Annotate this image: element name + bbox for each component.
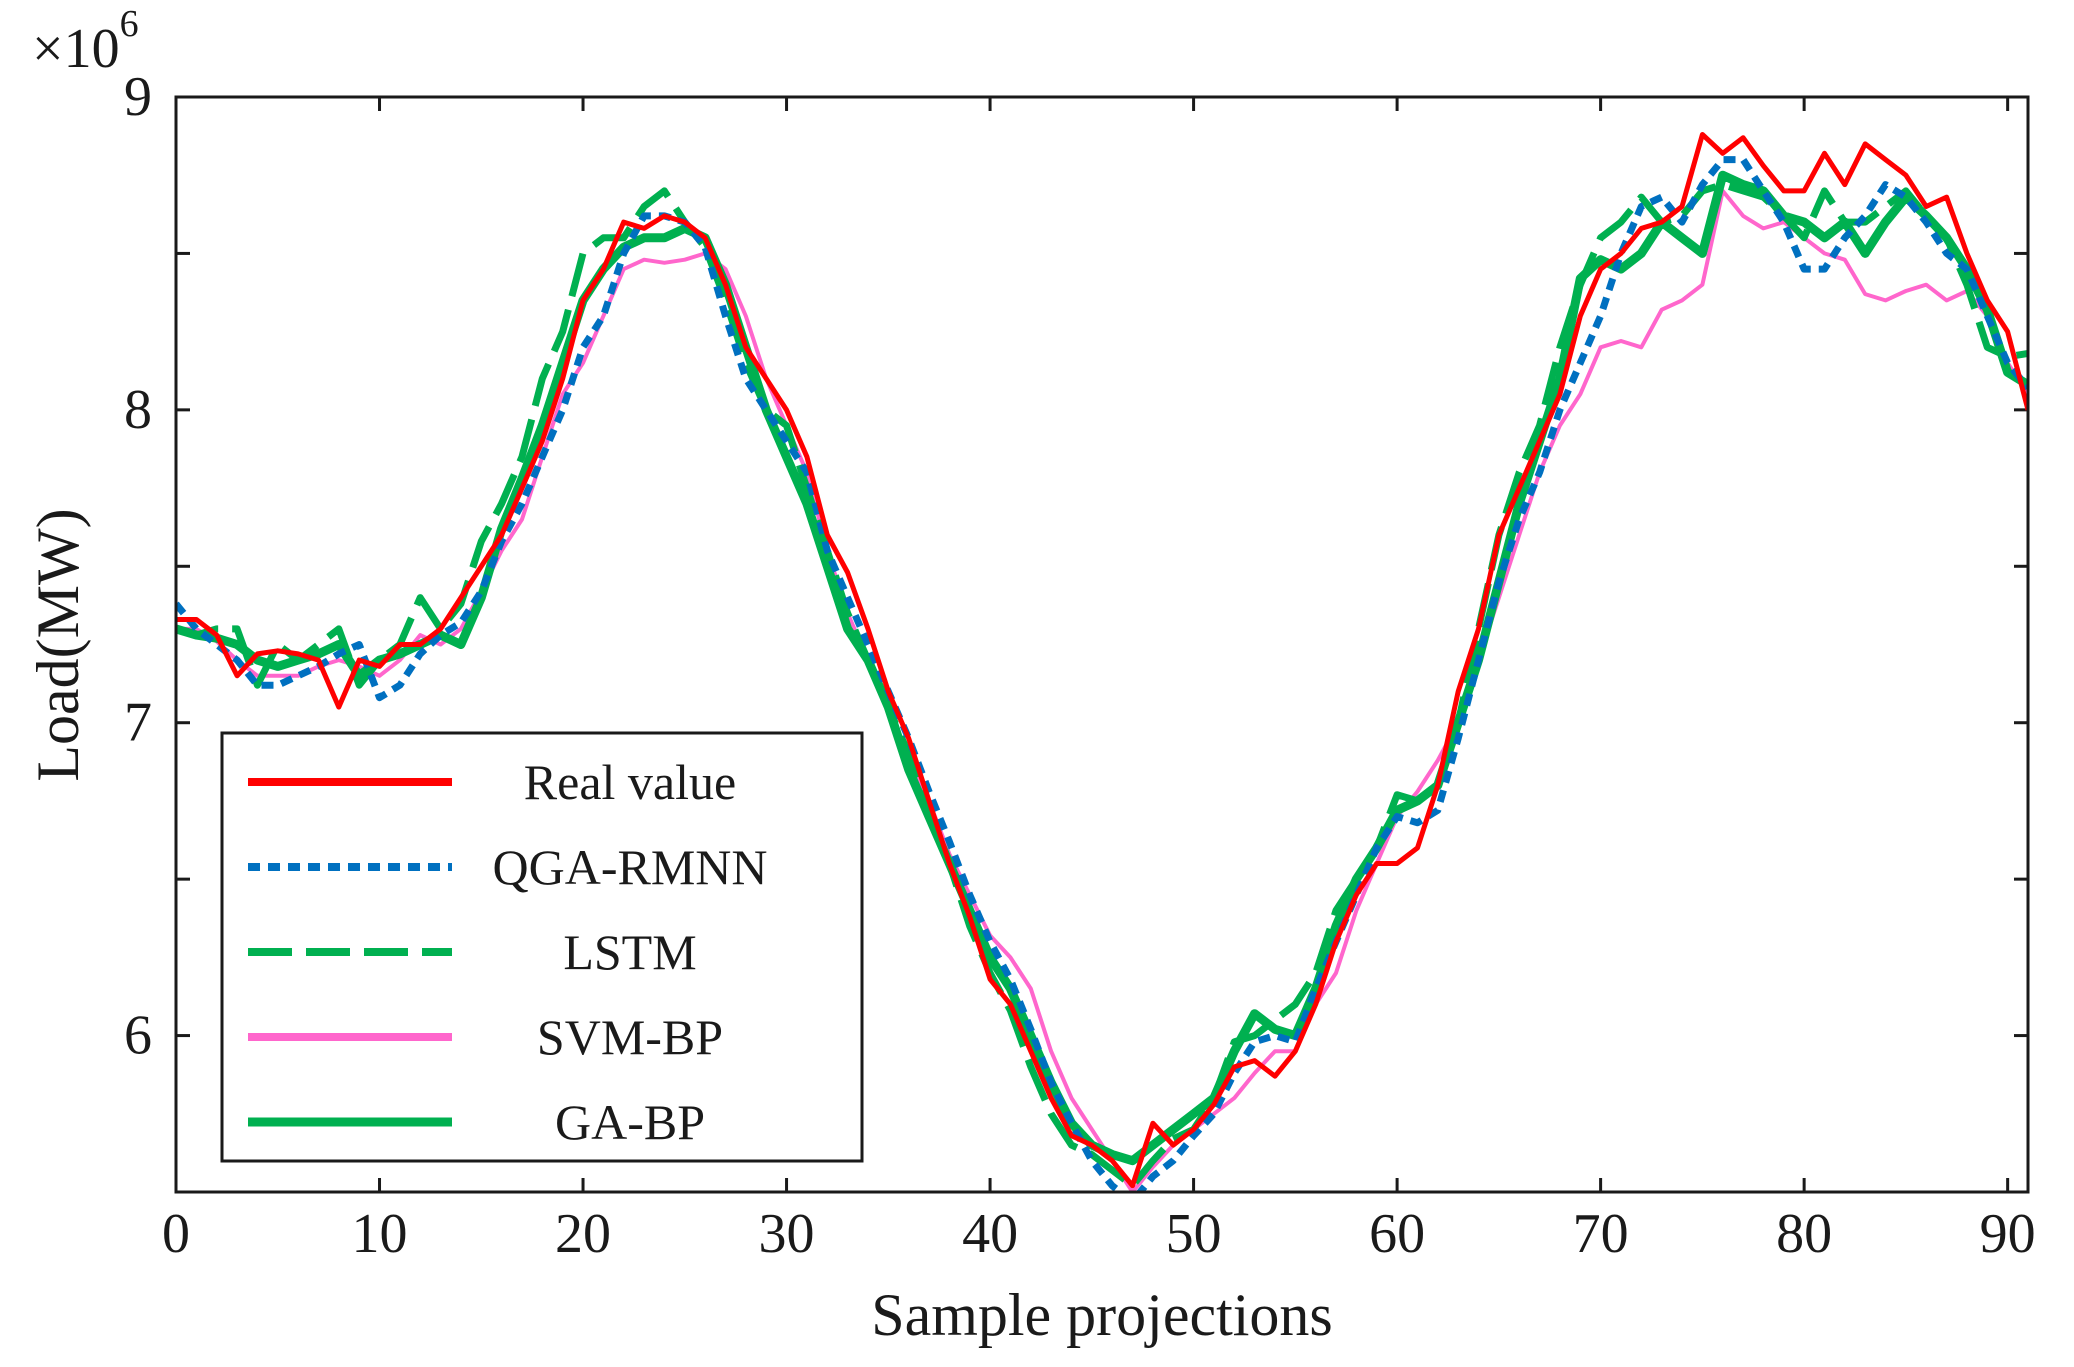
legend-box — [220, 731, 864, 1163]
x-tick-label: 30 — [759, 1203, 815, 1265]
x-tick-label: 40 — [962, 1203, 1018, 1265]
series-line-lstm — [176, 181, 2028, 1190]
y-tick-label: 6 — [124, 1005, 152, 1067]
x-tick-label: 70 — [1573, 1203, 1629, 1265]
x-tick-labels: 0 10 20 30 40 50 60 70 80 90 — [162, 1203, 2036, 1265]
y-multiplier: ×106 — [32, 3, 139, 80]
legend: Real value QGA-RMNN LSTM SVM-BP GA-BP — [220, 731, 864, 1163]
plot-frame — [174, 95, 2030, 1194]
series-line-qga-rmnn — [176, 156, 2028, 1192]
y-tick-labels: 6 7 8 9 — [124, 66, 152, 1067]
x-tick-label: 0 — [162, 1203, 190, 1265]
series-line-real-value — [176, 132, 2028, 1189]
x-tick-label: 60 — [1369, 1203, 1425, 1265]
legend-label: SVM-BP — [537, 1009, 723, 1065]
x-tick-label: 90 — [1980, 1203, 2036, 1265]
legend-label: LSTM — [563, 924, 696, 980]
x-tick-label: 80 — [1776, 1203, 1832, 1265]
legend-label: Real value — [524, 754, 736, 810]
legend-label: QGA-RMNN — [493, 839, 768, 895]
y-tick-label: 9 — [124, 66, 152, 128]
y-tick-label: 8 — [124, 379, 152, 441]
x-tick-label: 20 — [555, 1203, 611, 1265]
series-lines — [176, 132, 2028, 1192]
y-axis-title: Load(MW) — [25, 508, 91, 781]
y-tick-label: 7 — [124, 692, 152, 754]
x-tick-label: 10 — [352, 1203, 408, 1265]
x-tick-label: 50 — [1166, 1203, 1222, 1265]
x-axis-title: Sample projections — [871, 1282, 1333, 1348]
legend-label: GA-BP — [555, 1094, 705, 1150]
